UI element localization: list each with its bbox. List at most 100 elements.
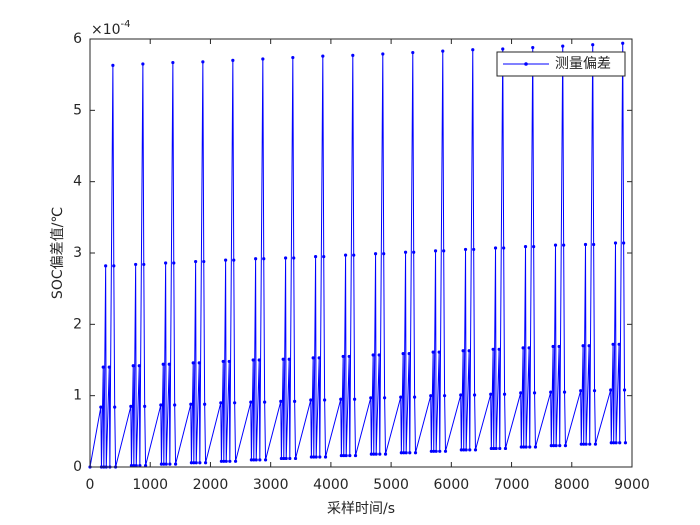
point — [233, 401, 237, 405]
point — [252, 458, 256, 462]
point — [472, 393, 477, 397]
point — [442, 394, 447, 398]
point — [528, 445, 532, 449]
point — [442, 249, 446, 253]
point — [293, 456, 298, 461]
point — [407, 351, 411, 356]
point — [579, 389, 583, 393]
x-tick-label: 4000 — [313, 477, 349, 493]
point — [284, 456, 288, 461]
point — [353, 453, 358, 458]
point — [141, 62, 145, 66]
point — [352, 253, 356, 257]
point — [321, 54, 325, 58]
point — [134, 262, 138, 267]
point — [533, 445, 538, 449]
point — [497, 347, 501, 351]
point — [413, 451, 418, 455]
point — [131, 364, 135, 368]
point — [251, 358, 255, 362]
point — [494, 446, 498, 451]
point — [311, 356, 315, 360]
point — [531, 45, 535, 50]
y-tick-label: 1 — [73, 388, 82, 404]
y-multiplier: ×10-4 — [91, 19, 131, 38]
point — [377, 353, 381, 357]
point — [312, 455, 316, 459]
y-axis-label: SOC偏差值/℃ — [50, 207, 66, 299]
point — [519, 445, 523, 449]
point — [201, 60, 205, 64]
point — [219, 459, 224, 463]
y-tick-label: 4 — [73, 174, 82, 190]
x-tick-label: 1000 — [132, 477, 168, 493]
point — [221, 359, 225, 364]
point — [583, 242, 588, 247]
point — [369, 452, 373, 456]
point — [99, 405, 103, 409]
point — [263, 400, 267, 404]
point — [138, 463, 142, 468]
point — [161, 362, 165, 366]
point — [383, 396, 387, 400]
point — [381, 52, 385, 56]
point — [489, 392, 493, 396]
point — [429, 394, 433, 398]
point — [614, 441, 618, 445]
point — [228, 459, 232, 463]
point — [222, 459, 226, 463]
point — [373, 252, 378, 256]
point — [588, 442, 592, 446]
point — [309, 455, 313, 459]
point — [467, 349, 471, 353]
point — [459, 393, 463, 397]
point — [167, 362, 171, 366]
point — [129, 404, 133, 408]
point — [561, 44, 565, 48]
point — [524, 445, 528, 449]
point — [522, 445, 526, 449]
point — [623, 441, 628, 445]
point — [287, 357, 291, 361]
point — [142, 262, 146, 267]
x-tick-label: 6000 — [434, 477, 470, 493]
point — [281, 357, 285, 361]
y-tick-label: 6 — [73, 31, 82, 47]
point — [168, 462, 172, 466]
point — [309, 398, 313, 402]
point — [232, 258, 236, 262]
point — [493, 246, 498, 250]
point — [132, 463, 136, 468]
point — [347, 354, 351, 359]
point — [489, 446, 493, 451]
point — [502, 392, 507, 396]
y-tick-label: 5 — [73, 102, 82, 118]
point — [403, 250, 408, 254]
point — [491, 347, 495, 351]
point — [438, 449, 442, 453]
point — [383, 452, 388, 456]
point — [173, 403, 177, 407]
point — [523, 244, 528, 249]
point — [434, 449, 438, 453]
point — [129, 463, 134, 468]
point — [112, 264, 116, 268]
point — [432, 449, 436, 453]
point — [521, 346, 525, 350]
point — [254, 458, 258, 462]
point — [339, 397, 343, 401]
point — [532, 244, 536, 249]
legend-marker — [524, 62, 528, 66]
point — [441, 49, 445, 53]
x-tick-label: 8000 — [554, 477, 590, 493]
point — [371, 353, 375, 357]
x-tick-label: 3000 — [253, 477, 289, 493]
point — [593, 442, 598, 446]
point — [249, 400, 253, 404]
point — [554, 444, 558, 448]
point — [202, 259, 206, 264]
point — [382, 252, 386, 256]
point — [532, 391, 537, 395]
